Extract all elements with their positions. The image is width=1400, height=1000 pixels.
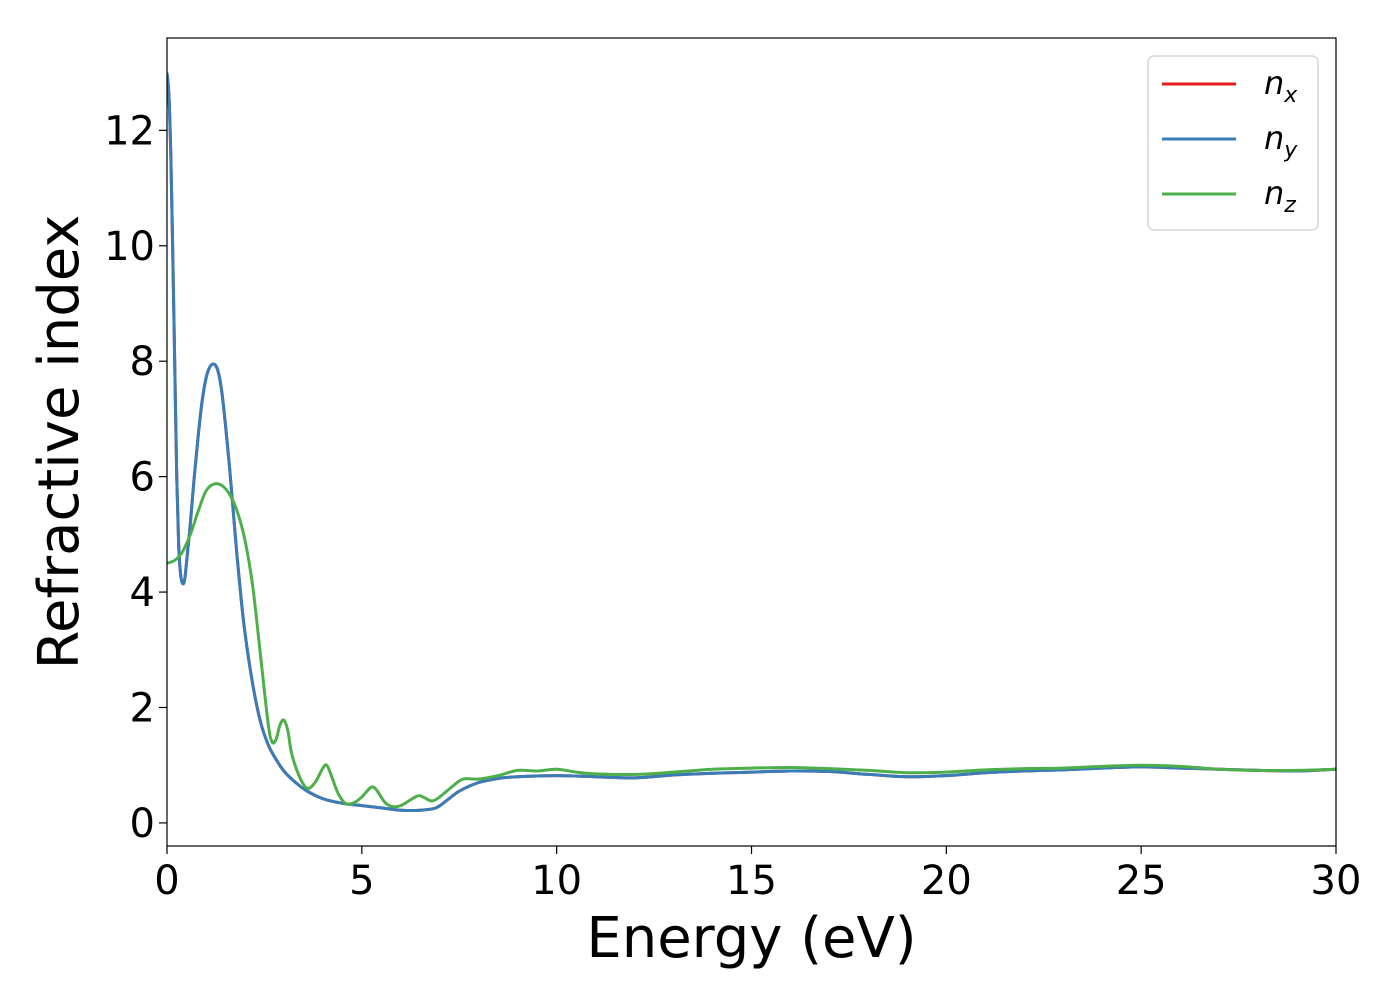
- x-tick-label: 30: [1311, 858, 1362, 904]
- x-tick-label: 10: [531, 858, 582, 904]
- x-tick-label: 5: [349, 858, 374, 904]
- plot-lines: [167, 72, 1336, 813]
- legend-entry: nz: [1264, 174, 1296, 218]
- series-line-n-y: [167, 72, 1336, 813]
- legend-entry: nx: [1264, 64, 1298, 108]
- x-tick-label: 15: [726, 858, 777, 904]
- y-tick-label: 10: [104, 224, 155, 270]
- y-tick-label: 8: [130, 339, 155, 385]
- y-tick-label: 6: [130, 455, 155, 501]
- series-line-n-z: [167, 482, 1336, 809]
- y-axis-ticks: 0 2 4 6 8 10 12: [104, 108, 167, 847]
- x-tick-label: 0: [154, 858, 179, 904]
- y-tick-label: 4: [130, 570, 155, 616]
- y-axis-label: Refractive index: [27, 215, 92, 670]
- legend-entry: ny: [1264, 119, 1298, 163]
- y-tick-label: 12: [104, 108, 155, 154]
- x-tick-label: 25: [1116, 858, 1167, 904]
- y-tick-label: 2: [130, 685, 155, 731]
- y-tick-label: 0: [130, 801, 155, 847]
- x-tick-label: 20: [921, 858, 972, 904]
- legend: nx ny nz: [1147, 55, 1319, 231]
- legend-box: [1147, 55, 1319, 231]
- x-axis-ticks: 0 5 10 15 20 25 30: [154, 846, 1361, 904]
- x-axis-label: Energy (eV): [586, 906, 916, 971]
